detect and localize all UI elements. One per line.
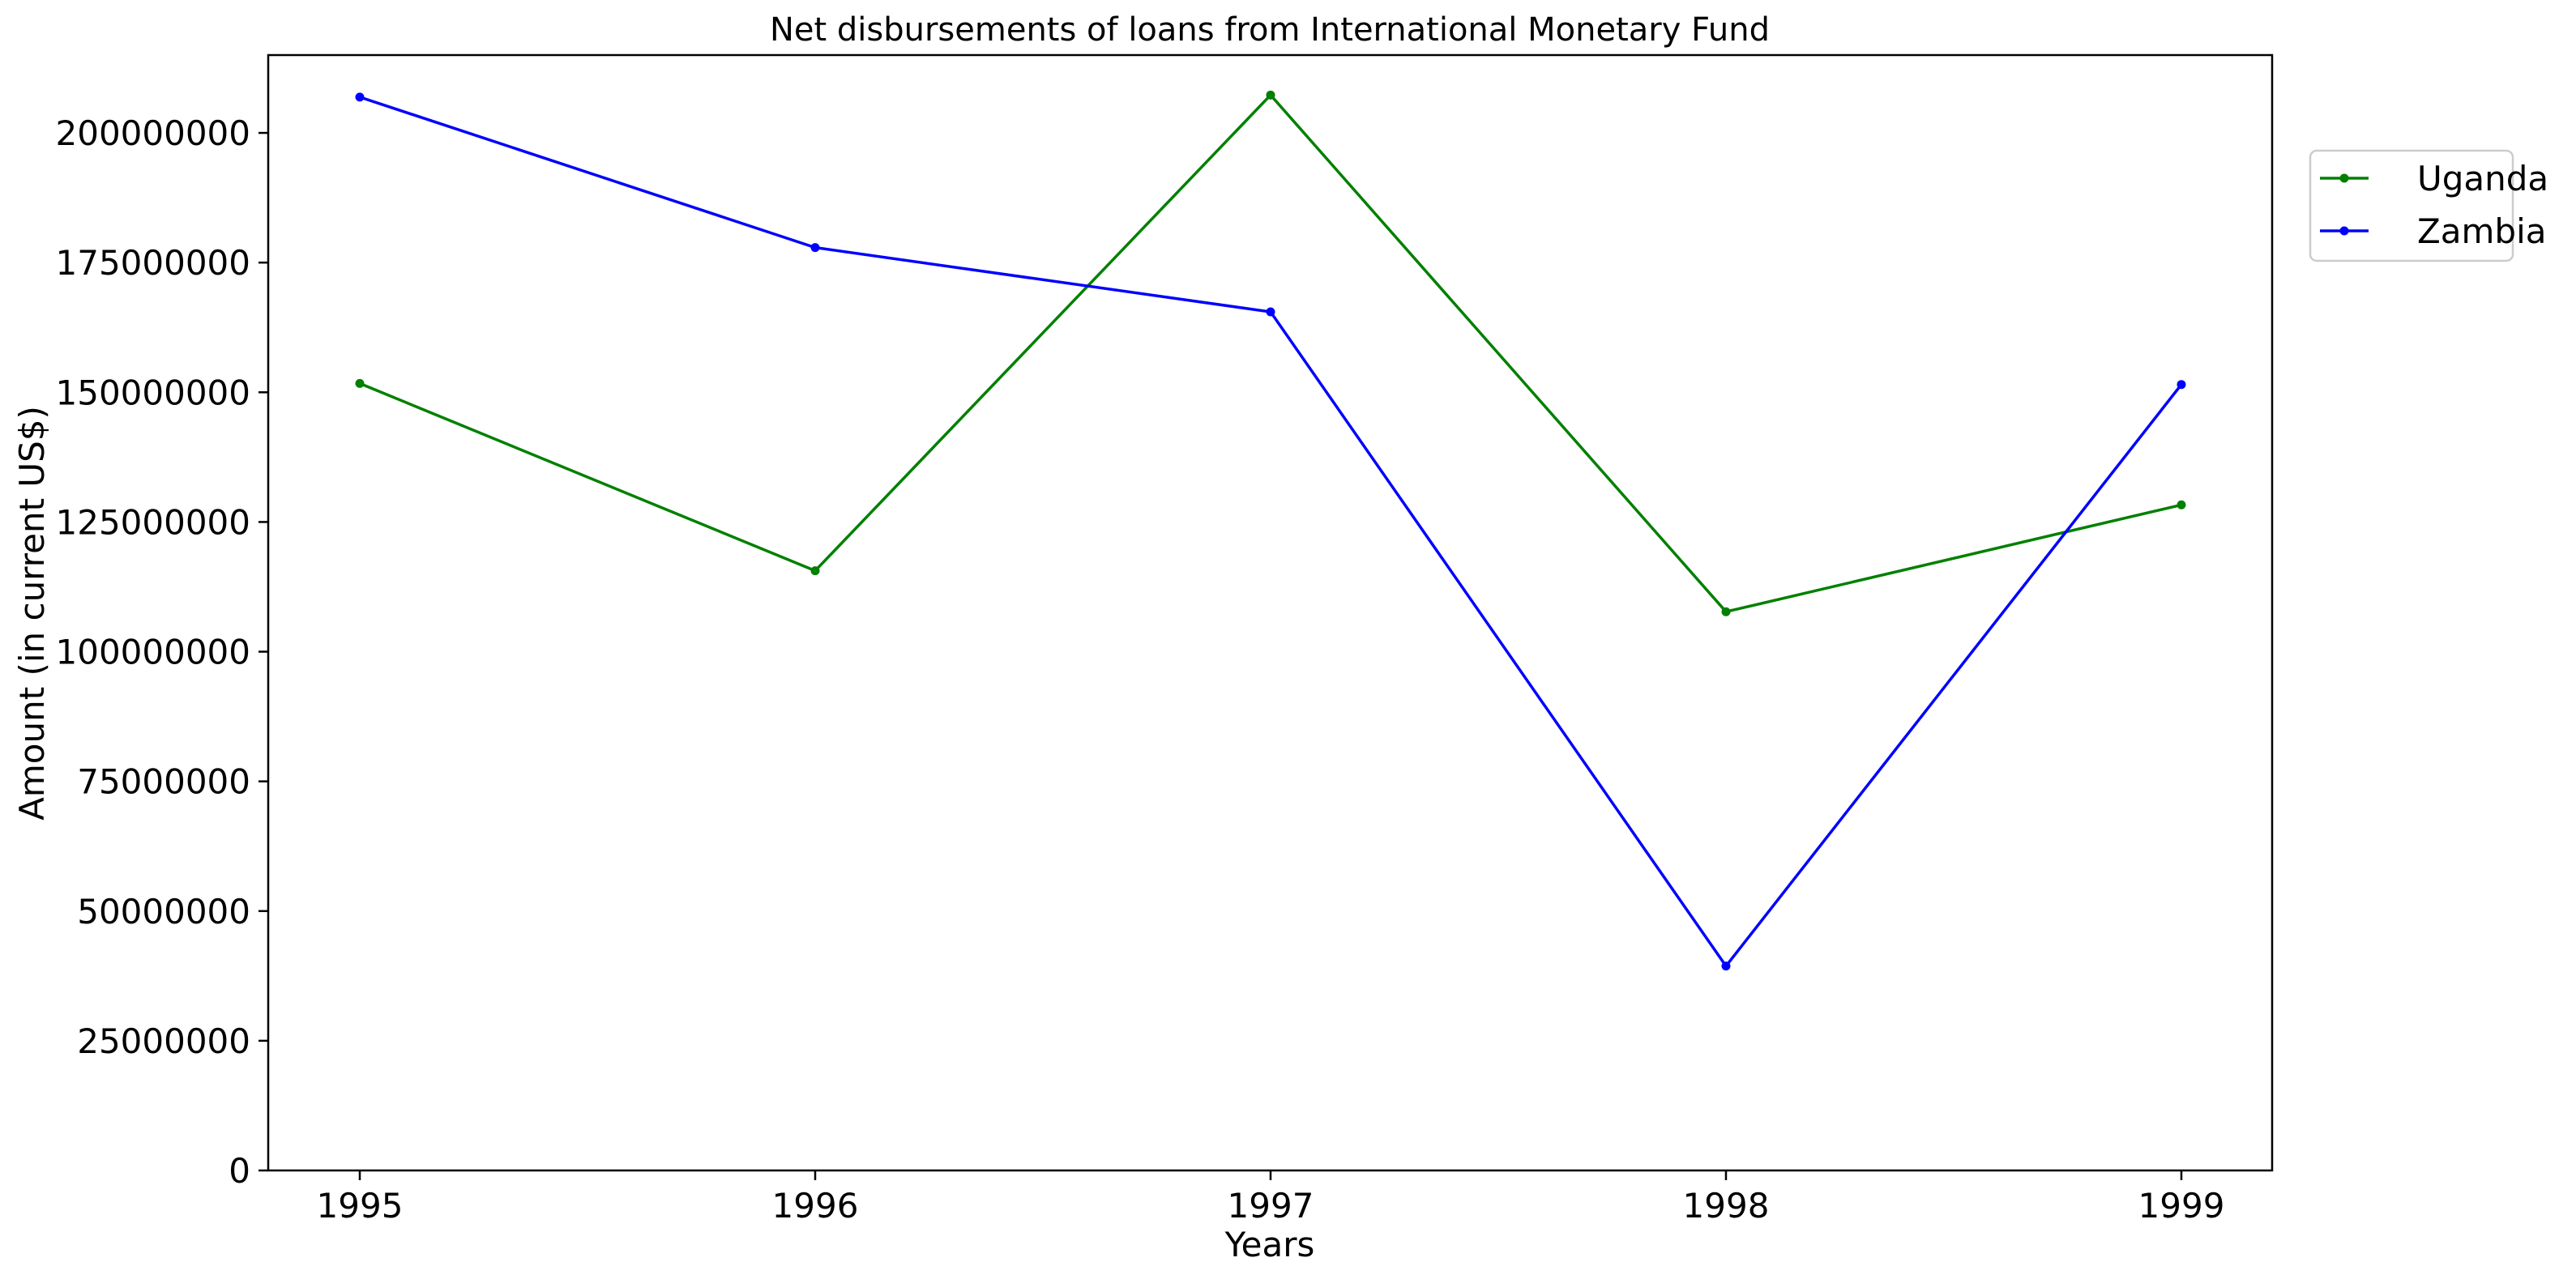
data-point-zambia-1998 [1721,961,1731,971]
y-axis-label: Amount (in current US$) [12,406,52,821]
data-point-uganda-1996 [810,566,820,576]
x-axis-ticks: 1995 1996 1997 1998 1999 [317,1170,2225,1226]
data-point-zambia-1995 [355,92,365,102]
legend-entry-zambia: Zambia [2417,211,2547,251]
series-layer [355,90,2186,971]
y-tick-label: 175000000 [56,243,251,283]
legend-entry-uganda: Uganda [2417,159,2548,198]
x-tick-label: 1998 [1683,1186,1770,1226]
data-point-uganda-1997 [1266,90,1275,100]
x-tick-label: 1996 [772,1186,859,1226]
x-tick-label: 1995 [317,1186,404,1226]
data-point-zambia-1997 [1266,307,1275,317]
data-point-zambia-1996 [810,243,820,253]
x-axis-label: Years [1224,1225,1315,1264]
legend-swatch-marker [2339,173,2349,183]
y-axis-ticks: 0 25000000 50000000 75000000 100000000 125000… [56,113,268,1191]
y-tick-label: 150000000 [56,373,251,412]
data-point-uganda-1998 [1721,607,1731,616]
data-point-zambia-1999 [2177,380,2186,390]
y-tick-label: 200000000 [56,113,251,153]
x-tick-label: 1997 [1228,1186,1314,1226]
x-tick-label: 1999 [2138,1186,2225,1226]
chart-title: Net disbursements of loans from Internat… [770,11,1770,49]
legend: Uganda Zambia [2309,149,2548,262]
data-point-uganda-1999 [2177,500,2186,509]
legend-swatch-marker [2339,226,2349,236]
y-tick-label: 75000000 [77,762,250,802]
y-tick-label: 25000000 [77,1021,250,1061]
y-tick-label: 0 [229,1151,250,1191]
y-tick-label: 100000000 [56,633,251,672]
y-tick-label: 50000000 [77,892,250,932]
y-tick-label: 125000000 [56,502,251,542]
data-point-uganda-1995 [355,378,365,388]
